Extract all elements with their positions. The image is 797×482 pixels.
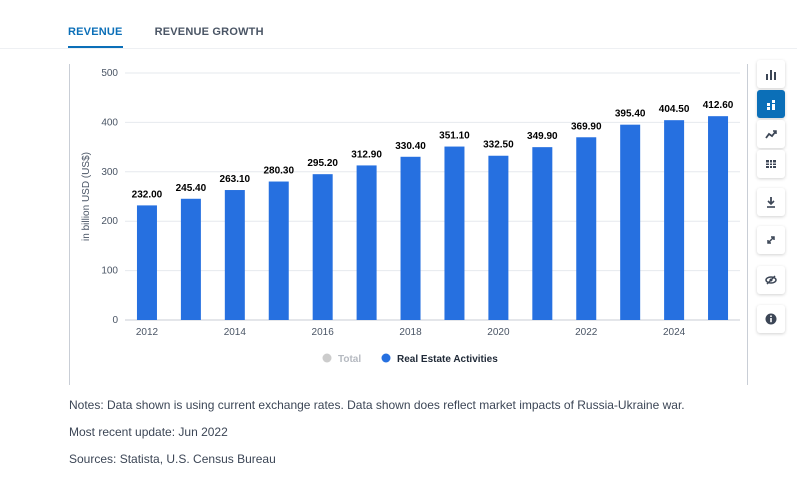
sources-text: Sources: Statista, U.S. Census Bureau	[69, 452, 276, 466]
hide-button[interactable]	[757, 266, 785, 294]
bar	[356, 165, 377, 320]
expand-button[interactable]	[757, 226, 785, 254]
tab-revenue-growth[interactable]: REVENUE GROWTH	[154, 26, 264, 38]
data-label: 330.40	[395, 141, 426, 152]
bar	[488, 155, 509, 320]
bar	[576, 137, 597, 320]
y-tick-label: 100	[101, 266, 118, 277]
y-tick-label: 400	[101, 117, 118, 128]
bar-chart: 0 100 200 300 400 500 in billion USD (US$) 232.…	[81, 68, 740, 365]
x-tick-label: 2022	[575, 327, 598, 338]
bar-chart-button[interactable]	[757, 60, 785, 88]
table-button[interactable]	[757, 150, 785, 178]
x-tick-label: 2020	[487, 327, 510, 338]
legend-label: Real Estate Activities	[397, 354, 498, 365]
y-tick-label: 0	[112, 315, 118, 326]
data-label: 232.00	[132, 189, 163, 200]
bar	[312, 174, 333, 320]
data-label: 245.40	[176, 183, 207, 194]
tab-revenue[interactable]: REVENUE	[68, 24, 123, 48]
download-button[interactable]	[757, 188, 785, 216]
info-button[interactable]	[757, 305, 785, 333]
table-icon	[765, 158, 777, 170]
download-icon	[765, 196, 777, 208]
x-tick-label: 2024	[663, 327, 686, 338]
bar	[180, 198, 201, 320]
bar	[400, 156, 421, 320]
legend-label: Total	[338, 354, 361, 365]
tabs-divider	[0, 48, 797, 49]
legend-marker	[322, 353, 332, 363]
expand-icon	[765, 234, 777, 246]
data-label: 312.90	[351, 149, 382, 160]
x-tick-label: 2014	[224, 327, 247, 338]
stacked-bar-button[interactable]	[757, 90, 785, 118]
data-label: 395.40	[615, 109, 646, 120]
bar	[532, 147, 553, 320]
bar	[664, 120, 685, 320]
data-label: 369.90	[571, 121, 602, 132]
data-label: 295.20	[307, 158, 338, 169]
x-tick-label: 2016	[312, 327, 335, 338]
data-label: 263.10	[220, 174, 251, 185]
x-tick-label: 2018	[399, 327, 422, 338]
data-label: 351.10	[439, 131, 470, 142]
chart-container: 0 100 200 300 400 500 in billion USD (US$) 232.…	[69, 64, 748, 385]
data-label: 412.60	[703, 100, 734, 111]
bar	[444, 146, 465, 320]
data-label: 280.30	[263, 166, 294, 177]
bar	[620, 124, 641, 321]
y-tick-label: 300	[101, 167, 118, 178]
y-tick-label: 200	[101, 216, 118, 227]
data-label: 404.50	[659, 104, 690, 115]
y-tick-label: 500	[101, 68, 118, 79]
bar	[268, 181, 289, 320]
bar	[708, 116, 729, 320]
recent-update-text: Most recent update: Jun 2022	[69, 425, 228, 439]
trend-line-button[interactable]	[757, 120, 785, 148]
bar	[136, 205, 157, 320]
stacked-bar-icon	[765, 98, 777, 110]
data-label: 349.90	[527, 131, 558, 142]
info-icon	[765, 313, 777, 325]
x-tick-label: 2012	[136, 327, 159, 338]
bar	[224, 190, 245, 320]
notes-text: Notes: Data shown is using current excha…	[69, 398, 685, 412]
hide-icon	[765, 274, 777, 286]
bar-chart-icon	[765, 68, 777, 80]
data-label: 332.50	[483, 140, 514, 151]
tab-bar: REVENUE REVENUE GROWTH	[68, 24, 264, 48]
trend-line-icon	[765, 128, 777, 140]
y-axis-label: in billion USD (US$)	[81, 152, 92, 241]
legend-marker	[381, 353, 391, 363]
